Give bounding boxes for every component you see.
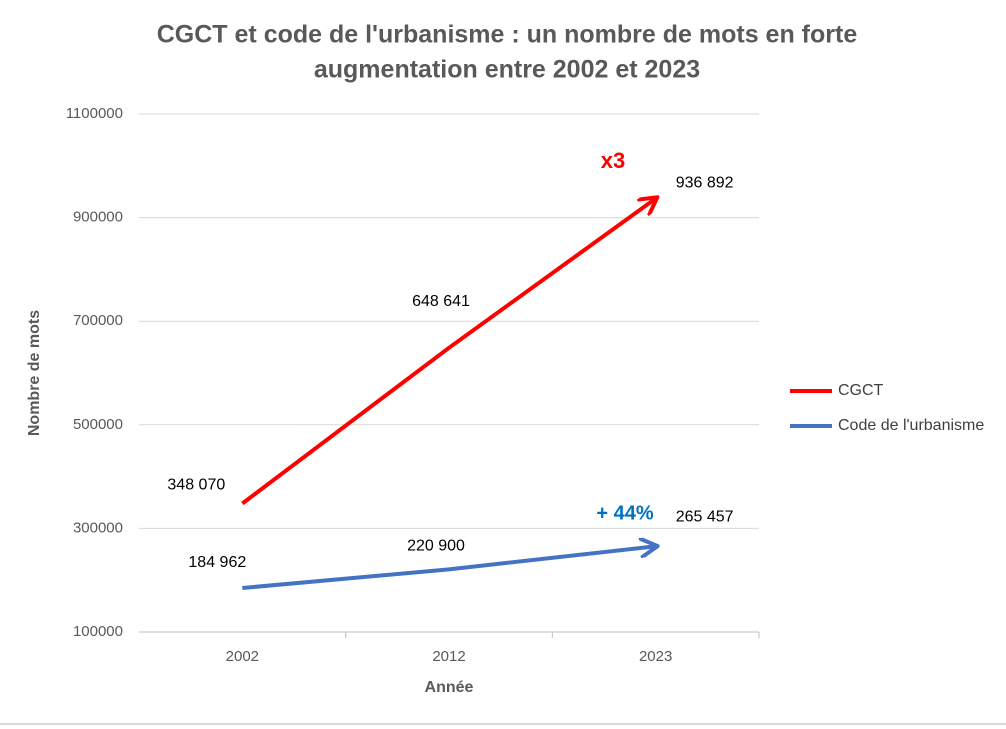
y-tick-label: 700000 <box>73 312 123 329</box>
legend-label: Code de l'urbanisme <box>838 417 984 434</box>
series-line <box>242 546 655 590</box>
annotation: x3 <box>601 148 625 173</box>
data-label: 936 892 <box>676 175 734 192</box>
x-tick-label: 2012 <box>432 648 465 665</box>
data-label: 265 457 <box>676 509 734 526</box>
chart-title: CGCT et code de l'urbanisme : un nombre … <box>157 21 858 49</box>
x-tick-label: 2023 <box>639 648 672 665</box>
y-tick-label: 1100000 <box>66 105 123 122</box>
legend-label: CGCT <box>838 382 884 399</box>
y-tick-label: 500000 <box>73 416 123 433</box>
y-tick-label: 300000 <box>73 519 123 536</box>
series-line <box>241 198 655 506</box>
y-axis-label: Nombre de mots <box>26 310 43 436</box>
data-label: 648 641 <box>412 293 470 310</box>
chart-title: augmentation entre 2002 et 2023 <box>314 56 700 84</box>
y-tick-label: 100000 <box>73 623 123 640</box>
data-label: 184 962 <box>188 554 246 571</box>
annotation: + 44% <box>596 502 653 524</box>
x-axis-label: Année <box>425 679 474 696</box>
x-tick-label: 2002 <box>226 648 259 665</box>
data-label: 220 900 <box>407 538 465 555</box>
y-tick-label: 900000 <box>73 209 123 226</box>
data-label: 348 070 <box>167 477 225 494</box>
